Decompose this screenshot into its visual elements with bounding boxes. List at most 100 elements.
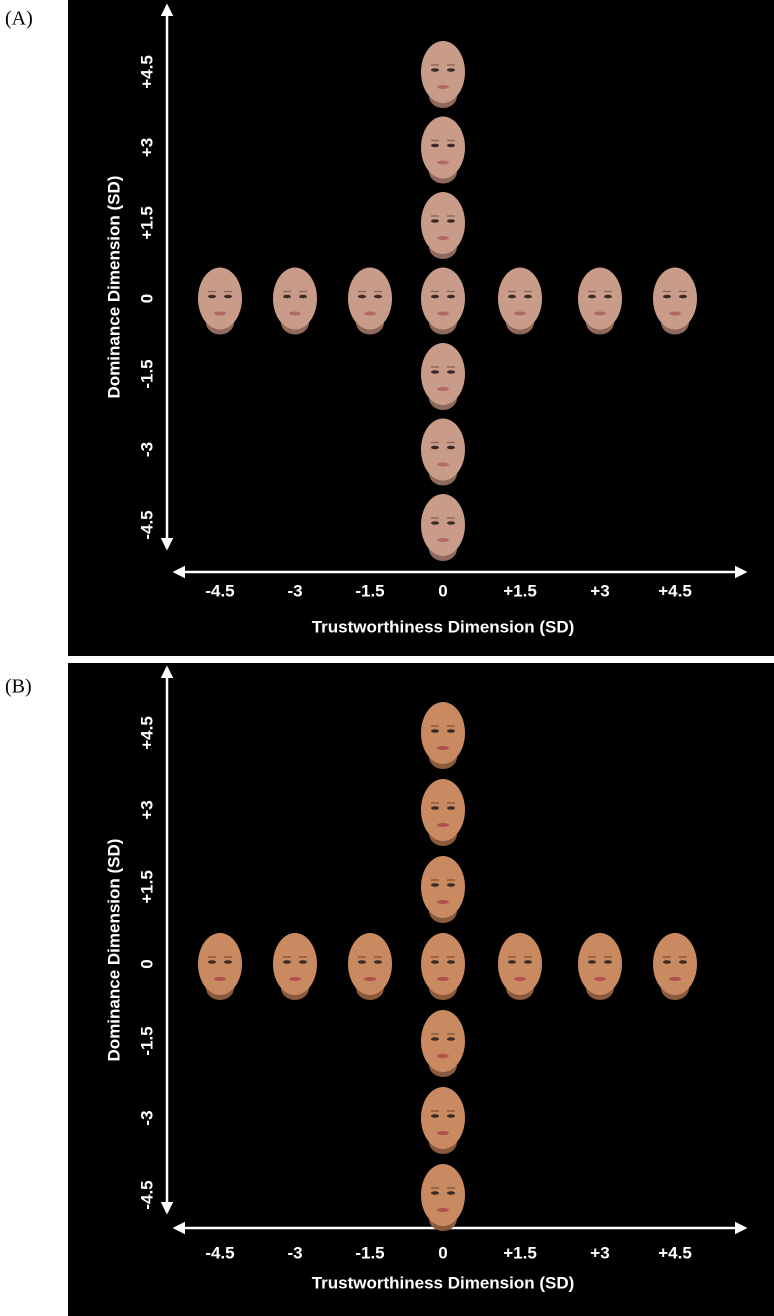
- face-head: [498, 933, 542, 995]
- face-eye: [447, 370, 455, 374]
- face-eye: [447, 1191, 455, 1195]
- panel-label: (B): [5, 676, 32, 698]
- face-eye: [283, 960, 291, 964]
- face-mouth: [437, 85, 449, 89]
- face-mouth: [594, 311, 606, 316]
- face-head: [198, 933, 242, 995]
- face: [421, 1164, 465, 1231]
- x-tick-label: +4.5: [658, 1243, 692, 1262]
- face-eye: [431, 521, 439, 525]
- face: [421, 494, 465, 561]
- face-eye: [447, 445, 455, 450]
- x-tick-label: -3: [287, 581, 302, 600]
- face-eye: [447, 219, 455, 223]
- face-head: [421, 418, 465, 481]
- face-head: [421, 116, 465, 179]
- face-mouth: [214, 311, 226, 316]
- face-eye: [374, 960, 382, 964]
- face: [421, 856, 465, 923]
- face: [421, 1010, 465, 1077]
- x-tick-label: -4.5: [205, 1243, 234, 1262]
- face-mouth: [669, 311, 681, 316]
- face-mouth: [437, 160, 449, 165]
- face: [421, 41, 465, 108]
- face-eye: [431, 1037, 439, 1041]
- x-tick-label: +1.5: [503, 581, 537, 600]
- x-axis-title: Trustworthiness Dimension (SD): [312, 617, 575, 636]
- face-eye: [431, 729, 439, 733]
- face-mouth: [437, 977, 449, 981]
- y-tick-label: -3: [137, 1110, 156, 1125]
- face-mouth: [594, 977, 606, 981]
- face-eye: [588, 960, 596, 964]
- face-eye: [447, 883, 455, 887]
- face-mouth: [289, 311, 301, 316]
- face-eye: [447, 294, 455, 299]
- x-tick-label: -4.5: [205, 581, 234, 600]
- face-mouth: [514, 977, 526, 981]
- face-eye: [299, 294, 307, 299]
- face-eye: [431, 294, 439, 299]
- face-mouth: [437, 236, 449, 240]
- face-eye: [431, 219, 439, 223]
- face-eye: [604, 960, 612, 964]
- face-mouth: [514, 311, 526, 316]
- y-tick-label: +1.5: [137, 206, 156, 240]
- face-eye: [299, 960, 307, 964]
- face-eye: [447, 806, 455, 810]
- face: [273, 933, 317, 1000]
- face-eye: [358, 960, 366, 964]
- face-eye: [447, 960, 455, 964]
- face-mouth: [437, 1208, 449, 1212]
- x-tick-label: 0: [438, 581, 447, 600]
- face-eye: [524, 294, 532, 299]
- face: [498, 267, 542, 335]
- face: [421, 933, 465, 1000]
- face: [198, 933, 242, 1000]
- face: [421, 418, 465, 486]
- face-eye: [508, 960, 516, 964]
- face-mouth: [437, 746, 449, 750]
- face-eye: [431, 883, 439, 887]
- face-mouth: [437, 1054, 449, 1058]
- y-axis-title: Dominance Dimension (SD): [104, 839, 123, 1062]
- face-head: [421, 343, 465, 405]
- face-mouth: [669, 977, 681, 981]
- face: [273, 267, 317, 335]
- face-head: [421, 702, 465, 764]
- face-eye: [374, 294, 382, 299]
- face: [498, 933, 542, 1000]
- x-axis-title: Trustworthiness Dimension (SD): [312, 1273, 575, 1292]
- face-eye: [447, 1114, 455, 1118]
- face-eye: [224, 294, 232, 299]
- face-eye: [524, 960, 532, 964]
- face-eye: [431, 806, 439, 810]
- face: [348, 933, 392, 1000]
- face-head: [198, 267, 242, 330]
- y-tick-label: 0: [137, 959, 156, 968]
- face-head: [273, 267, 317, 330]
- face-head: [421, 41, 465, 103]
- face-eye: [208, 960, 216, 964]
- y-tick-label: -1.5: [137, 359, 156, 388]
- face: [198, 267, 242, 335]
- y-tick-label: +1.5: [137, 870, 156, 904]
- face-head: [578, 267, 622, 330]
- panel-label: (A): [5, 8, 33, 30]
- face: [653, 933, 697, 1000]
- face-eye: [508, 294, 516, 299]
- face: [653, 267, 697, 335]
- face-eye: [604, 294, 612, 299]
- y-tick-label: -4.5: [137, 510, 156, 539]
- face-eye: [447, 1037, 455, 1041]
- x-tick-label: +3: [590, 1243, 609, 1262]
- y-tick-label: -3: [137, 442, 156, 457]
- face: [421, 192, 465, 259]
- face-head: [653, 267, 697, 330]
- face-head: [348, 933, 392, 995]
- face-eye: [208, 294, 216, 299]
- face-mouth: [437, 462, 449, 467]
- face-head: [498, 267, 542, 330]
- face: [421, 779, 465, 846]
